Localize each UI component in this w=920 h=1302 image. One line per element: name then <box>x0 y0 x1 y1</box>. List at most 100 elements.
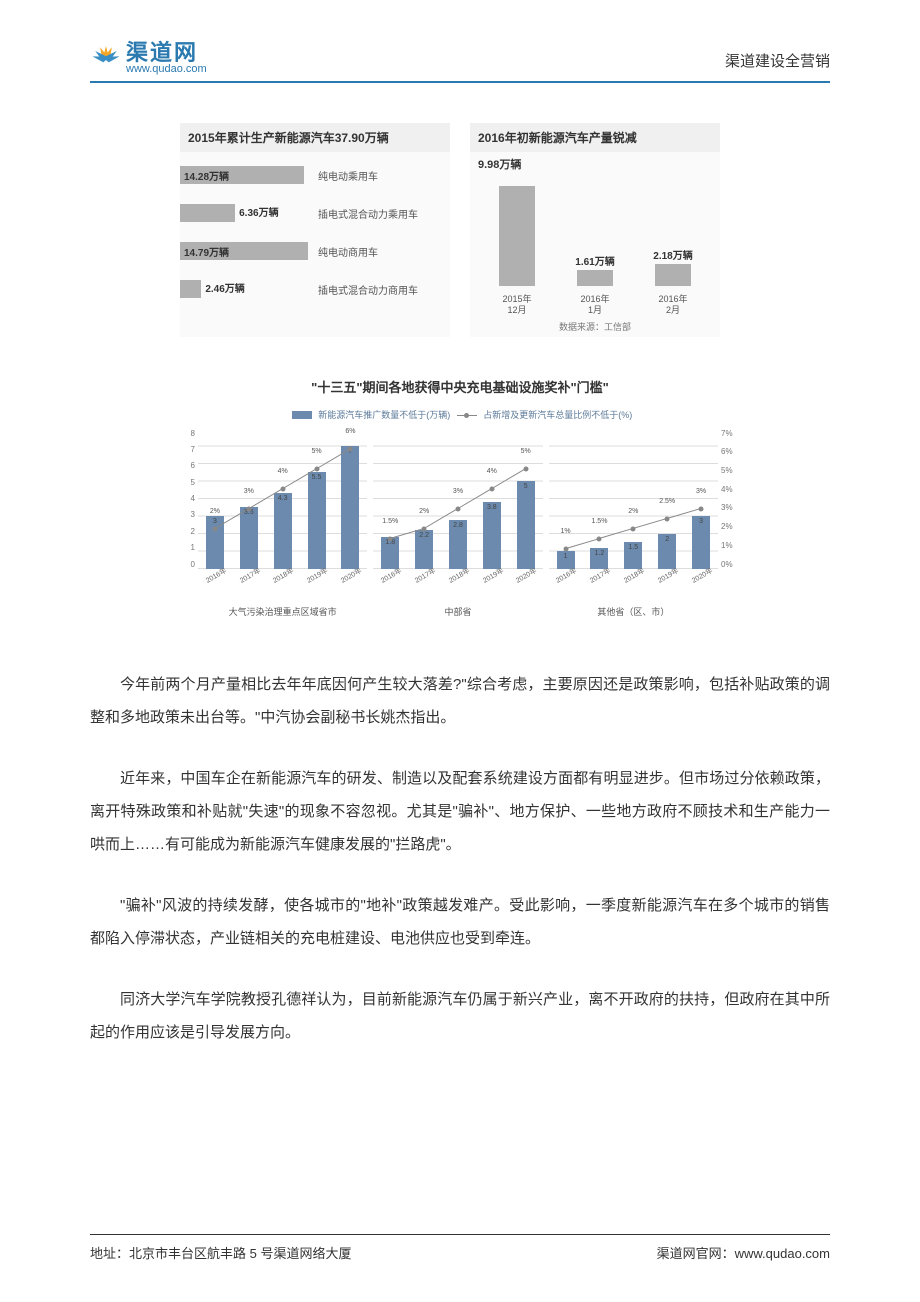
chart3-y-left-axis: 8 7 6 5 4 3 2 1 0 <box>180 429 198 569</box>
paragraph-3: "骗补"风波的持续发酵，使各城市的"地补"政策越发难产。受此影响，一季度新能源汽… <box>90 889 830 955</box>
chart3-yright-tick: 7% <box>721 429 740 438</box>
chart1-bar-label: 纯电动乘用车 <box>318 168 450 183</box>
page-header: 渠道网 www.qudao.com 渠道建设全营销 <box>90 40 830 83</box>
chart3-line-label: 3% <box>453 488 463 495</box>
chart3-yright-tick: 0% <box>721 560 740 569</box>
charts-container: 2015年累计生产新能源汽车37.90万辆 14.28万辆 纯电动乘用车 6.36万… <box>180 123 740 618</box>
logo-main-text: 渠道网 <box>126 42 207 64</box>
chart2-peak-label: 9.98万辆 <box>470 152 720 176</box>
chart3-bar-value: 3 <box>213 518 217 525</box>
chart1-production-2015: 2015年累计生产新能源汽车37.90万辆 14.28万辆 纯电动乘用车 6.36万… <box>180 123 450 337</box>
logo: 渠道网 www.qudao.com <box>90 40 207 77</box>
chart3-yleft-tick: 2 <box>180 527 195 536</box>
body-text: 今年前两个月产量相比去年年底因何产生较大落差?"综合考虑，主要原因还是政策影响，… <box>90 668 830 1049</box>
chart2-bar-label: 2016年2月 <box>643 294 703 316</box>
chart3-yleft-tick: 6 <box>180 461 195 470</box>
header-right-text: 渠道建设全营销 <box>725 50 830 71</box>
legend-line-label: 占新增及更新汽车总量比例不低于(%) <box>483 410 632 420</box>
chart2-col: 2.18万辆 <box>643 247 703 286</box>
chart3-line-label: 5% <box>521 448 531 455</box>
chart3-panel-title: 其他省（区、市） <box>549 605 718 618</box>
chart3-yleft-tick: 3 <box>180 510 195 519</box>
legend-bar-label: 新能源汽车推广数量不低于(万辆) <box>318 410 450 420</box>
chart2-production-2016: 2016年初新能源汽车产量锐减 9.98万辆 1.61万辆 2.18万辆 2015… <box>470 123 720 337</box>
chart3-bar-value: 5 <box>524 483 528 490</box>
chart3-line-label: 1.5% <box>382 518 398 525</box>
chart2-bar-value: 1.61万辆 <box>575 253 614 268</box>
chart3-subsidy-threshold: "十三五"期间各地获得中央充电基础设施奖补"门槛" 新能源汽车推广数量不低于(万… <box>180 377 740 618</box>
chart3-yright-tick: 4% <box>721 485 740 494</box>
chart3-line-label: 2% <box>628 508 638 515</box>
chart3-bar-value: 3 <box>699 518 703 525</box>
logo-sub-text: www.qudao.com <box>126 64 207 75</box>
footer-address: 地址：北京市丰台区航丰路 5 号渠道网络大厦 <box>90 1243 351 1262</box>
chart3-bar-value: 3.8 <box>487 504 497 511</box>
chart1-bar-label: 插电式混合动力商用车 <box>318 282 450 297</box>
paragraph-4: 同济大学汽车学院教授孔德祥认为，目前新能源汽车仍属于新兴产业，离不开政府的扶持，… <box>90 983 830 1049</box>
chart1-bar-value: 2.46万辆 <box>201 280 244 295</box>
chart3-panel-title: 大气污染治理重点区域省市 <box>198 605 367 618</box>
logo-icon <box>90 40 122 77</box>
footer-website: 渠道网官网：www.qudao.com <box>657 1243 830 1262</box>
paragraph-2: 近年来，中国车企在新能源汽车的研发、制造以及配套系统建设方面都有明显进步。但市场… <box>90 762 830 861</box>
chart3-line-label: 4% <box>487 468 497 475</box>
chart3-line-label: 2% <box>419 508 429 515</box>
chart3-yleft-tick: 8 <box>180 429 195 438</box>
chart1-row: 2.46万辆 插电式混合动力商用车 <box>180 274 450 304</box>
chart3-yleft-tick: 1 <box>180 543 195 552</box>
chart2-bar-label: 2016年1月 <box>565 294 625 316</box>
chart3-yleft-tick: 0 <box>180 560 195 569</box>
chart1-bar-value: 6.36万辆 <box>235 204 278 219</box>
chart3-title: "十三五"期间各地获得中央充电基础设施奖补"门槛" <box>180 377 740 396</box>
chart1-bar-label: 纯电动商用车 <box>318 244 450 259</box>
chart3-yleft-tick: 5 <box>180 478 195 487</box>
chart3-panel: 1 1.2 1.5 2 3 1% 1.5% 2% 2.5% 3% <box>549 429 718 569</box>
chart1-title: 2015年累计生产新能源汽车37.90万辆 <box>180 123 450 152</box>
chart3-yright-tick: 2% <box>721 522 740 531</box>
chart3-legend: 新能源汽车推广数量不低于(万辆) 占新增及更新汽车总量比例不低于(%) <box>180 408 740 421</box>
chart3-bar-value: 4.3 <box>278 495 288 502</box>
chart3-line-label: 3% <box>696 488 706 495</box>
chart3-bar-value: 1 <box>564 553 568 560</box>
chart3-bar-value: 1.2 <box>595 550 605 557</box>
chart3-yright-tick: 1% <box>721 541 740 550</box>
chart2-source: 数据来源：工信部 <box>470 316 720 337</box>
chart3-bar-value: 2.2 <box>419 532 429 539</box>
chart3-y-right-axis: 7% 6% 5% 4% 3% 2% 1% 0% <box>718 429 740 569</box>
chart1-bar-label: 插电式混合动力乘用车 <box>318 206 450 221</box>
chart3-yleft-tick: 4 <box>180 494 195 503</box>
chart3-bar-value: 5.5 <box>312 474 322 481</box>
chart3-yleft-tick: 7 <box>180 445 195 454</box>
chart2-bar-value: 2.18万辆 <box>653 247 692 262</box>
chart2-col <box>487 186 547 286</box>
chart1-row: 14.79万辆 纯电动商用车 <box>180 236 450 266</box>
legend-bar-swatch <box>292 411 312 419</box>
chart3-panel: 33.54.35.572%3%4%5%6% <box>198 429 367 569</box>
chart3-bar-value: 2.8 <box>453 522 463 529</box>
chart3-line-label: 5% <box>311 448 321 455</box>
chart3-bar-value: 2 <box>665 536 669 543</box>
chart2-title: 2016年初新能源汽车产量锐减 <box>470 123 720 152</box>
chart3-line-label: 2.5% <box>659 498 675 505</box>
chart3-line-label: 3% <box>244 488 254 495</box>
chart1-bar-value: 14.79万辆 <box>180 244 229 259</box>
chart3-bar-value: 1.5 <box>628 544 638 551</box>
chart1-bar-value: 14.28万辆 <box>180 168 229 183</box>
chart3-line-label: 1.5% <box>591 518 607 525</box>
chart3-panel: 1.82.22.83.851.5%2%3%4%5% <box>373 429 542 569</box>
chart3-panel-title: 中部省 <box>373 605 542 618</box>
chart3-line-label: 4% <box>278 468 288 475</box>
chart2-bar-label: 2015年12月 <box>487 294 547 316</box>
page-footer: 地址：北京市丰台区航丰路 5 号渠道网络大厦 渠道网官网：www.qudao.c… <box>90 1234 830 1262</box>
chart1-row: 6.36万辆 插电式混合动力乘用车 <box>180 198 450 228</box>
chart3-line-label: 2% <box>210 508 220 515</box>
chart3-line-label: 6% <box>345 428 355 435</box>
chart3-line-label: 1% <box>561 528 571 535</box>
chart3-yright-tick: 3% <box>721 503 740 512</box>
paragraph-1: 今年前两个月产量相比去年年底因何产生较大落差?"综合考虑，主要原因还是政策影响，… <box>90 668 830 734</box>
chart3-yright-tick: 5% <box>721 466 740 475</box>
chart1-row: 14.28万辆 纯电动乘用车 <box>180 160 450 190</box>
chart3-yright-tick: 6% <box>721 447 740 456</box>
legend-line-marker <box>457 415 477 416</box>
chart2-col: 1.61万辆 <box>565 253 625 286</box>
